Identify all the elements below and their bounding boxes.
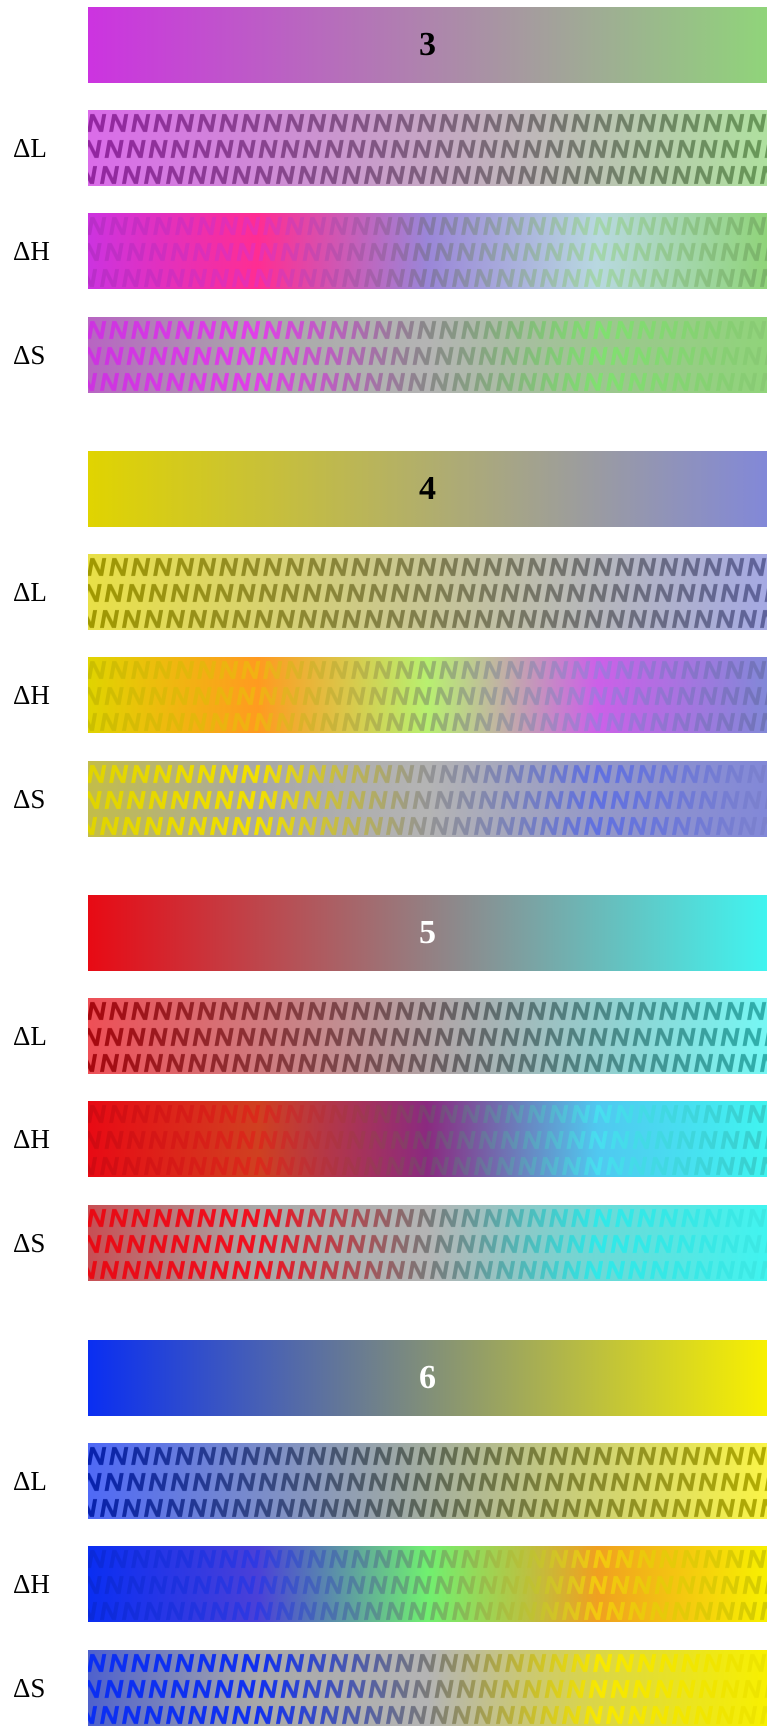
gradient-bar-hue xyxy=(88,213,767,289)
gradient-group-3: 3 ΔL ΔH ΔS xyxy=(0,7,767,397)
gradient-header-bar: 5 xyxy=(88,895,767,971)
row-label-hue: ΔH xyxy=(13,236,50,266)
row-label-hue: ΔH xyxy=(13,680,50,710)
pattern-swatch-saturation xyxy=(88,317,767,393)
gradient-header-bar: 6 xyxy=(88,1340,767,1416)
row-label-saturation: ΔS xyxy=(13,340,46,370)
pattern-swatch-hue xyxy=(88,1546,767,1622)
row-label-lightness: ΔL xyxy=(13,1466,47,1496)
pattern-swatch-hue xyxy=(88,213,767,289)
pattern-swatch-saturation xyxy=(88,761,767,837)
row-label-lightness: ΔL xyxy=(13,1021,47,1051)
n-glyph-pattern xyxy=(88,213,767,289)
gradient-header-bar: 3 xyxy=(88,7,767,83)
row-label-saturation: ΔS xyxy=(13,784,46,814)
header-gradient-swatch xyxy=(88,7,767,83)
pattern-swatch-saturation xyxy=(88,1205,767,1281)
gradient-bar-saturation xyxy=(88,317,767,393)
group-number: 3 xyxy=(419,26,436,63)
gradient-fill xyxy=(88,7,767,83)
gradient-group-6: 6 ΔL ΔH ΔS xyxy=(0,1340,767,1730)
row-label-hue: ΔH xyxy=(13,1569,50,1599)
gradient-fill xyxy=(88,895,767,971)
group-number: 6 xyxy=(419,1359,436,1396)
pattern-swatch-lightness xyxy=(88,1443,767,1519)
gradient-bar-hue xyxy=(88,1546,767,1622)
gradient-bar-lightness xyxy=(88,1443,767,1519)
gradient-group-4: 4 ΔL ΔH ΔS xyxy=(0,451,767,841)
n-glyph-pattern xyxy=(88,317,767,393)
n-glyph-pattern xyxy=(88,657,767,733)
header-gradient-swatch xyxy=(88,451,767,527)
row-label-saturation: ΔS xyxy=(13,1673,46,1703)
row-label-saturation: ΔS xyxy=(13,1228,46,1258)
n-glyph-pattern xyxy=(88,1101,767,1177)
gradient-bar-saturation xyxy=(88,761,767,837)
n-glyph-pattern xyxy=(88,998,767,1074)
row-label-hue: ΔH xyxy=(13,1124,50,1154)
pattern-swatch-lightness xyxy=(88,110,767,186)
n-glyph-pattern xyxy=(88,1205,767,1281)
n-glyph-pattern xyxy=(88,1546,767,1622)
n-glyph-pattern xyxy=(88,1650,767,1726)
gradient-bar-lightness xyxy=(88,998,767,1074)
header-gradient-swatch xyxy=(88,1340,767,1416)
group-number: 4 xyxy=(419,470,436,507)
group-number: 5 xyxy=(419,914,436,951)
row-label-lightness: ΔL xyxy=(13,133,47,163)
n-glyph-pattern xyxy=(88,761,767,837)
pattern-swatch-hue xyxy=(88,1101,767,1177)
n-glyph-pattern xyxy=(88,1443,767,1519)
pattern-swatch-saturation xyxy=(88,1650,767,1726)
gradient-bar-hue xyxy=(88,1101,767,1177)
gradient-bar-saturation xyxy=(88,1205,767,1281)
gradient-fill xyxy=(88,451,767,527)
gradient-header-bar: 4 xyxy=(88,451,767,527)
gradient-bar-saturation xyxy=(88,1650,767,1726)
gradient-bar-lightness xyxy=(88,554,767,630)
gradient-bar-hue xyxy=(88,657,767,733)
pattern-swatch-lightness xyxy=(88,554,767,630)
gradient-fill xyxy=(88,1340,767,1416)
gradient-group-5: 5 ΔL ΔH ΔS xyxy=(0,895,767,1285)
gradient-bar-lightness xyxy=(88,110,767,186)
n-glyph-pattern xyxy=(88,554,767,630)
row-label-lightness: ΔL xyxy=(13,577,47,607)
header-gradient-swatch xyxy=(88,895,767,971)
pattern-swatch-lightness xyxy=(88,998,767,1074)
n-glyph-pattern xyxy=(88,110,767,186)
pattern-swatch-hue xyxy=(88,657,767,733)
